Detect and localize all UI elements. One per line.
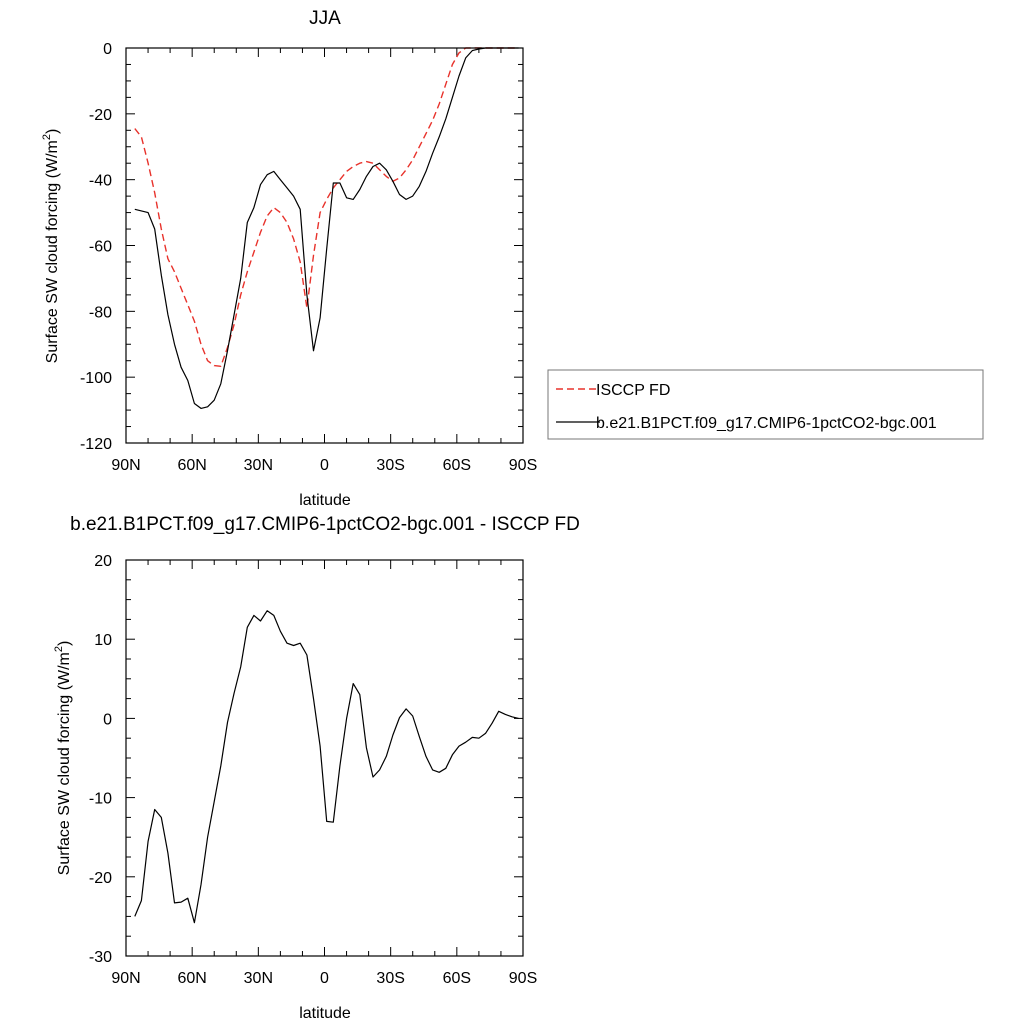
top-chart-y-tick-label: -120 xyxy=(80,436,112,453)
top-chart-title: JJA xyxy=(309,8,341,29)
legend-label-model: b.e21.B1PCT.f09_g17.CMIP6-1pctCO2-bgc.00… xyxy=(596,415,937,432)
top-chart-ticks xyxy=(125,47,524,444)
top-chart-x-tick-label: 90S xyxy=(509,457,537,474)
bottom-chart-y-tick-label: 20 xyxy=(94,553,112,570)
top-chart-y-tick-labels: 0 -20 -40 -60 -80 -100 -120 xyxy=(80,41,112,453)
bottom-chart-x-axis-label: latitude xyxy=(299,1005,351,1022)
top-chart-y-tick-label: 0 xyxy=(103,41,112,58)
top-chart-y-tick-label: -80 xyxy=(89,304,112,321)
top-chart-y-tick-label: -40 xyxy=(89,173,112,190)
top-chart-series xyxy=(134,47,519,409)
bottom-chart-y-axis-label-tail: ) xyxy=(56,641,73,646)
bottom-chart-y-axis-label-main: Surface SW cloud forcing (W/m xyxy=(56,652,73,875)
bottom-chart-y-tick-label: -10 xyxy=(89,791,112,808)
bottom-chart-x-tick-label: 30S xyxy=(376,970,404,987)
top-chart-series-line-model xyxy=(134,47,519,409)
top-chart-frame xyxy=(125,47,524,444)
bottom-chart-y-tick-label: 0 xyxy=(103,711,112,728)
bottom-chart-x-tick-label: 0 xyxy=(320,970,329,987)
bottom-chart-series-line-model xyxy=(134,610,519,924)
top-chart-y-axis-label-main: Surface SW cloud forcing (W/m xyxy=(44,140,61,363)
top-chart-x-tick-label: 60N xyxy=(177,457,206,474)
top-chart-y-tick-label: -60 xyxy=(89,239,112,256)
bottom-chart-panel: b.e21.B1PCT.f09_g17.CMIP6-1pctCO2-bgc.00… xyxy=(53,514,580,1022)
legend-box xyxy=(547,369,984,440)
top-chart-x-tick-label: 30S xyxy=(376,457,404,474)
top-chart-y-axis-label-tail: ) xyxy=(44,129,61,134)
bottom-chart-y-tick-label: -20 xyxy=(89,870,112,887)
top-chart-x-tick-labels: 90N 60N 30N 0 30S 60S 90S xyxy=(111,457,537,474)
bottom-chart-x-tick-label: 90S xyxy=(509,970,537,987)
top-chart-series-line-isccp xyxy=(134,47,519,367)
bottom-chart-x-tick-label: 90N xyxy=(111,970,140,987)
bottom-chart-ticks xyxy=(125,559,524,957)
top-chart-y-axis-label: Surface SW cloud forcing (W/m2) xyxy=(41,129,61,364)
bottom-chart-y-tick-labels: 20 10 0 -10 -20 -30 xyxy=(89,553,112,966)
bottom-chart-x-tick-labels: 90N 60N 30N 0 30S 60S 90S xyxy=(111,970,537,987)
top-chart-x-tick-label: 0 xyxy=(320,457,329,474)
top-chart-panel: JJA 0 -20 -40 -60 -80 -100 -120 90N 60N 30N 0 30S 6… xyxy=(41,8,984,509)
bottom-chart-x-tick-label: 30N xyxy=(244,970,273,987)
bottom-chart-y-tick-label: -30 xyxy=(89,949,112,966)
top-chart-x-tick-label: 60S xyxy=(443,457,471,474)
legend: ISCCP FD b.e21.B1PCT.f09_g17.CMIP6-1pctC… xyxy=(547,369,984,440)
bottom-chart-x-tick-label: 60N xyxy=(177,970,206,987)
top-chart-x-tick-label: 90N xyxy=(111,457,140,474)
top-chart-y-axis-label-sup: 2 xyxy=(41,134,53,140)
bottom-chart-x-tick-label: 60S xyxy=(443,970,471,987)
top-chart-y-tick-label: -100 xyxy=(80,370,112,387)
bottom-chart-frame xyxy=(125,559,524,957)
bottom-chart-y-axis-label: Surface SW cloud forcing (W/m2) xyxy=(53,641,73,876)
top-chart-x-axis-label: latitude xyxy=(299,492,351,509)
legend-label-isccp: ISCCP FD xyxy=(596,382,670,399)
top-chart-y-tick-label: -20 xyxy=(89,107,112,124)
top-chart-x-tick-label: 30N xyxy=(244,457,273,474)
bottom-chart-title: b.e21.B1PCT.f09_g17.CMIP6-1pctCO2-bgc.00… xyxy=(70,514,580,535)
bottom-chart-y-tick-label: 10 xyxy=(94,632,112,649)
bottom-chart-y-axis-label-sup: 2 xyxy=(53,646,65,652)
bottom-chart-series xyxy=(134,610,519,924)
